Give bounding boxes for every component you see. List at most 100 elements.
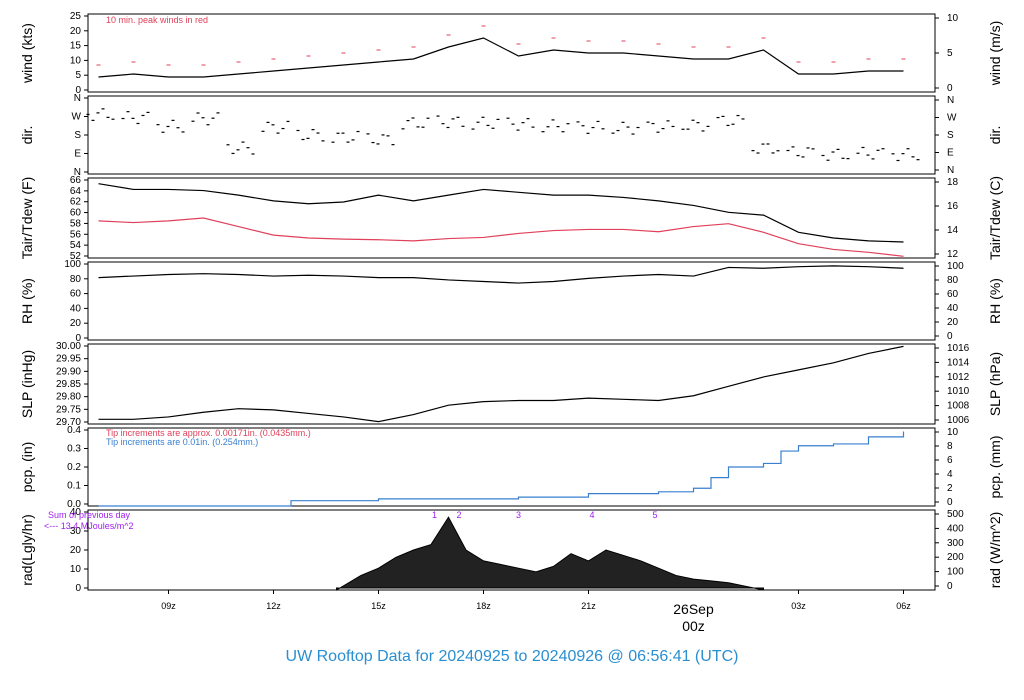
radiation-marker: 2 <box>456 510 461 520</box>
x-tick-label: 12z <box>266 601 281 611</box>
left-tick-label: 60 <box>70 289 82 300</box>
right-tick-label: 80 <box>947 275 959 286</box>
right-tick-label: 2 <box>947 483 953 494</box>
left-tick-label: 20 <box>70 545 82 556</box>
left-tick-label: 0.4 <box>67 425 81 436</box>
x-tick-label: 06z <box>896 601 911 611</box>
x-tick-label: 09z <box>161 601 176 611</box>
left-tick-label: 10 <box>70 55 82 66</box>
series-line <box>98 183 904 243</box>
date-label-hour: 00z <box>682 618 705 634</box>
right-tick-label: 14 <box>947 225 959 236</box>
left-tick-label: 0.3 <box>67 444 81 455</box>
right-tick-label: 1010 <box>947 386 970 397</box>
left-tick-label: 29.95 <box>56 354 81 365</box>
panel-frame <box>87 95 936 175</box>
left-tick-label: 0.1 <box>67 481 81 492</box>
left-tick-label: 29.90 <box>56 366 81 377</box>
x-tick-label: 21z <box>581 601 596 611</box>
y-axis-label-left: Tair/Tdew (F) <box>19 177 35 259</box>
left-tick-label: 64 <box>70 186 82 197</box>
right-tick-label: 4 <box>947 469 953 480</box>
left-tick-label: 52 <box>70 251 82 262</box>
right-tick-label: 1016 <box>947 343 970 354</box>
panel-frame <box>87 261 936 341</box>
y-axis-label-right: pcp. (mm) <box>987 436 1003 499</box>
x-tick-label: 18z <box>476 601 491 611</box>
right-tick-label: 400 <box>947 523 964 534</box>
left-tick-label: 100 <box>64 259 81 270</box>
left-tick-label: 29.85 <box>56 379 81 390</box>
figure-title: UW Rooftop Data for 20240925 to 20240926… <box>285 648 739 665</box>
x-tick-label: 03z <box>791 601 806 611</box>
right-tick-label: W <box>947 113 957 124</box>
series-line <box>98 431 905 507</box>
right-tick-label: 100 <box>947 261 964 272</box>
y-axis-label-right: SLP (hPa) <box>987 352 1003 416</box>
right-tick-label: 100 <box>947 567 964 578</box>
left-tick-label: E <box>74 149 81 160</box>
left-tick-label: 20 <box>70 318 82 329</box>
left-tick-label: 0 <box>75 333 81 344</box>
date-label-day: 26Sep <box>673 601 714 617</box>
right-tick-label: 1014 <box>947 357 970 368</box>
left-tick-label: 58 <box>70 218 82 229</box>
y-axis-label-left: wind (kts) <box>19 23 35 84</box>
right-tick-label: 200 <box>947 552 964 563</box>
right-tick-label: N <box>947 165 954 176</box>
left-tick-label: 20 <box>70 26 82 37</box>
left-tick-label: N <box>74 93 81 104</box>
y-axis-label-right: Tair/Tdew (C) <box>987 176 1003 260</box>
series-line <box>98 217 904 257</box>
left-tick-label: 80 <box>70 274 82 285</box>
y-axis-label-right: dir. <box>987 126 1003 145</box>
right-tick-label: 6 <box>947 455 953 466</box>
y-axis-label-left: dir. <box>19 126 35 145</box>
right-tick-label: 20 <box>947 317 959 328</box>
left-tick-label: 5 <box>75 70 81 81</box>
left-tick-label: 62 <box>70 197 82 208</box>
left-tick-label: 25 <box>70 11 82 22</box>
y-axis-label-right: RH (%) <box>987 278 1003 324</box>
right-tick-label: 5 <box>947 48 953 59</box>
y-axis-label-left: RH (%) <box>19 278 35 324</box>
right-tick-label: 60 <box>947 289 959 300</box>
left-tick-label: 60 <box>70 208 82 219</box>
left-tick-label: W <box>72 112 82 123</box>
peak-wind-note: 10 min. peak winds in red <box>106 15 208 25</box>
radiation-marker: 5 <box>652 510 657 520</box>
right-tick-label: 12 <box>947 249 959 260</box>
right-tick-label: 0 <box>947 497 953 508</box>
tip-note-exact: Tip increments are 0.01in. (0.254mm.) <box>106 437 258 447</box>
left-tick-label: 0.0 <box>67 499 81 510</box>
right-tick-label: 8 <box>947 441 953 452</box>
y-axis-label-right: wind (m/s) <box>987 21 1003 87</box>
left-tick-label: 30.00 <box>56 341 81 352</box>
series-line <box>98 265 904 284</box>
right-tick-label: 16 <box>947 201 959 212</box>
radiation-marker: 3 <box>516 510 521 520</box>
left-tick-label: 66 <box>70 175 82 186</box>
left-tick-label: 0.2 <box>67 462 81 473</box>
right-tick-label: 0 <box>947 83 953 94</box>
right-tick-label: 10 <box>947 13 959 24</box>
right-tick-label: N <box>947 95 954 106</box>
right-tick-label: 0 <box>947 581 953 592</box>
left-tick-label: 54 <box>70 240 82 251</box>
y-axis-label-right: rad (W/m^2) <box>987 512 1003 589</box>
radiation-marker: 1 <box>432 510 437 520</box>
panel-frame <box>87 343 936 425</box>
left-tick-label: 10 <box>70 564 82 575</box>
panel-frame <box>87 177 936 259</box>
right-tick-label: 1008 <box>947 401 970 412</box>
right-tick-label: 300 <box>947 538 964 549</box>
right-tick-label: E <box>947 148 954 159</box>
tip-note-approx: Tip increments are approx. 0.00171in. (0… <box>106 428 311 438</box>
right-tick-label: 40 <box>947 303 959 314</box>
right-tick-label: 1012 <box>947 372 970 383</box>
radiation-area <box>336 516 764 591</box>
right-tick-label: 0 <box>947 331 953 342</box>
y-axis-label-left: pcp. (in) <box>19 442 35 493</box>
y-axis-label-left: rad(Lgly/hr) <box>19 514 35 586</box>
